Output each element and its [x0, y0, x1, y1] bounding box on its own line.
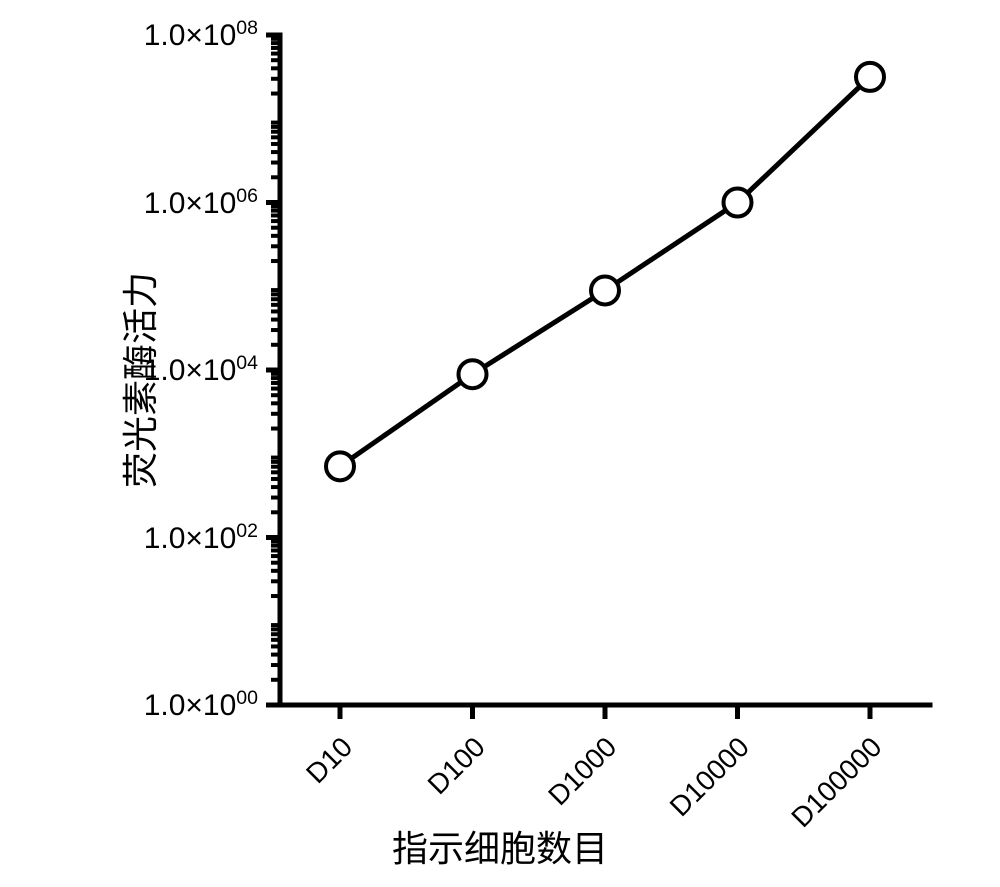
y-tick-label: 1.0×1004 — [144, 352, 258, 388]
chart-container: 荧光素酶活力 指示细胞数目 1.0×10001.0×10021.0×10041.… — [0, 0, 1000, 887]
y-tick-label: 1.0×1008 — [144, 17, 258, 53]
y-tick-label: 1.0×1002 — [144, 520, 258, 556]
y-tick-label: 1.0×1006 — [144, 185, 258, 221]
y-tick-label: 1.0×1000 — [144, 687, 258, 723]
